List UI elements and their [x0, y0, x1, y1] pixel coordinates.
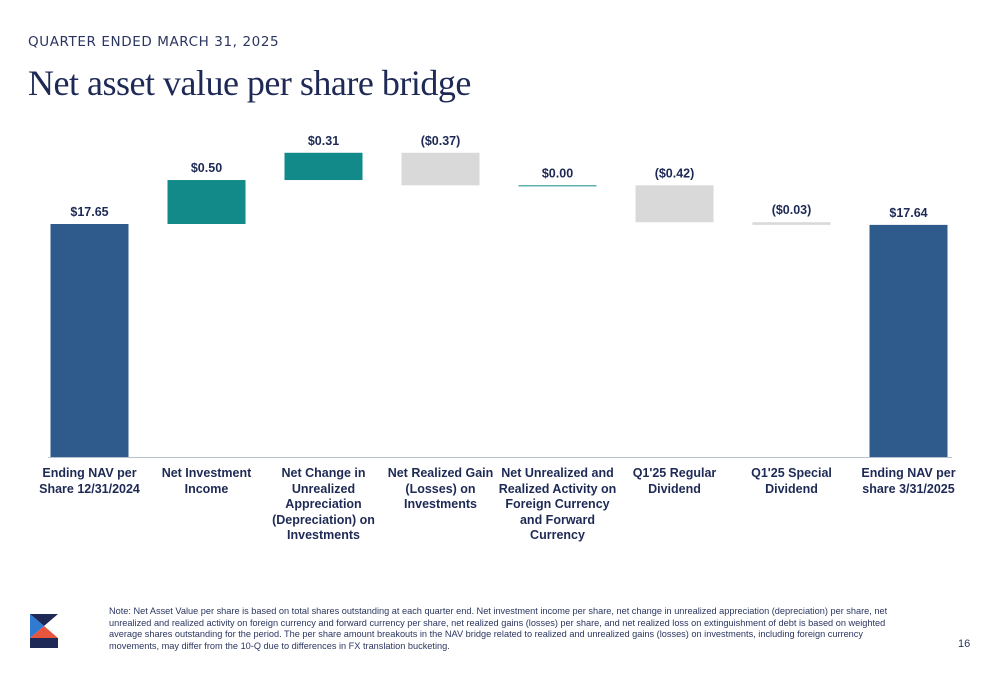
data-label: $0.31: [308, 134, 339, 148]
category-label: Net Unrealized and Realized Activity on …: [498, 466, 617, 542]
waterfall-bar: [635, 185, 714, 223]
data-label: $17.64: [889, 206, 927, 220]
data-label: $0.00: [542, 166, 573, 180]
page-title: Net asset value per share bridge: [28, 63, 471, 103]
category-label: Net Change in Unrealized Appreciation (D…: [272, 466, 375, 542]
nav-bridge-chart: $17.65 $0.50 $0.31 ($0.37) $0.00 ($0.42) ($0.0…: [48, 134, 952, 458]
data-label: ($0.42): [655, 166, 695, 180]
waterfall-bar: [50, 224, 129, 457]
waterfall-bar: [518, 185, 597, 187]
data-label: ($0.37): [421, 134, 461, 148]
category-label: Net Realized Gain (Losses) on Investment…: [387, 466, 494, 511]
data-label: ($0.03): [772, 203, 812, 217]
category-label: Ending NAV per Share 12/31/2024: [39, 466, 140, 496]
waterfall-bar: [284, 152, 363, 181]
waterfall-bar: [401, 152, 480, 186]
waterfall-bar: [752, 222, 831, 225]
category-label: Net Investment Income: [161, 466, 252, 496]
category-label: Ending NAV per share 3/31/2025: [861, 466, 956, 496]
category-label: Q1'25 Special Dividend: [751, 466, 832, 496]
page-eyebrow: QUARTER ENDED MARCH 31, 2025: [28, 34, 280, 50]
waterfall-bar: [167, 180, 246, 224]
footnote: Note: Net Asset Value per share is based…: [109, 606, 888, 651]
data-label: $0.50: [191, 161, 222, 175]
category-label: Q1'25 Regular Dividend: [632, 466, 717, 496]
data-label: $17.65: [70, 205, 108, 219]
waterfall-bar: [869, 224, 948, 457]
company-logo-icon: [30, 614, 58, 648]
page-number: 16: [958, 638, 971, 650]
